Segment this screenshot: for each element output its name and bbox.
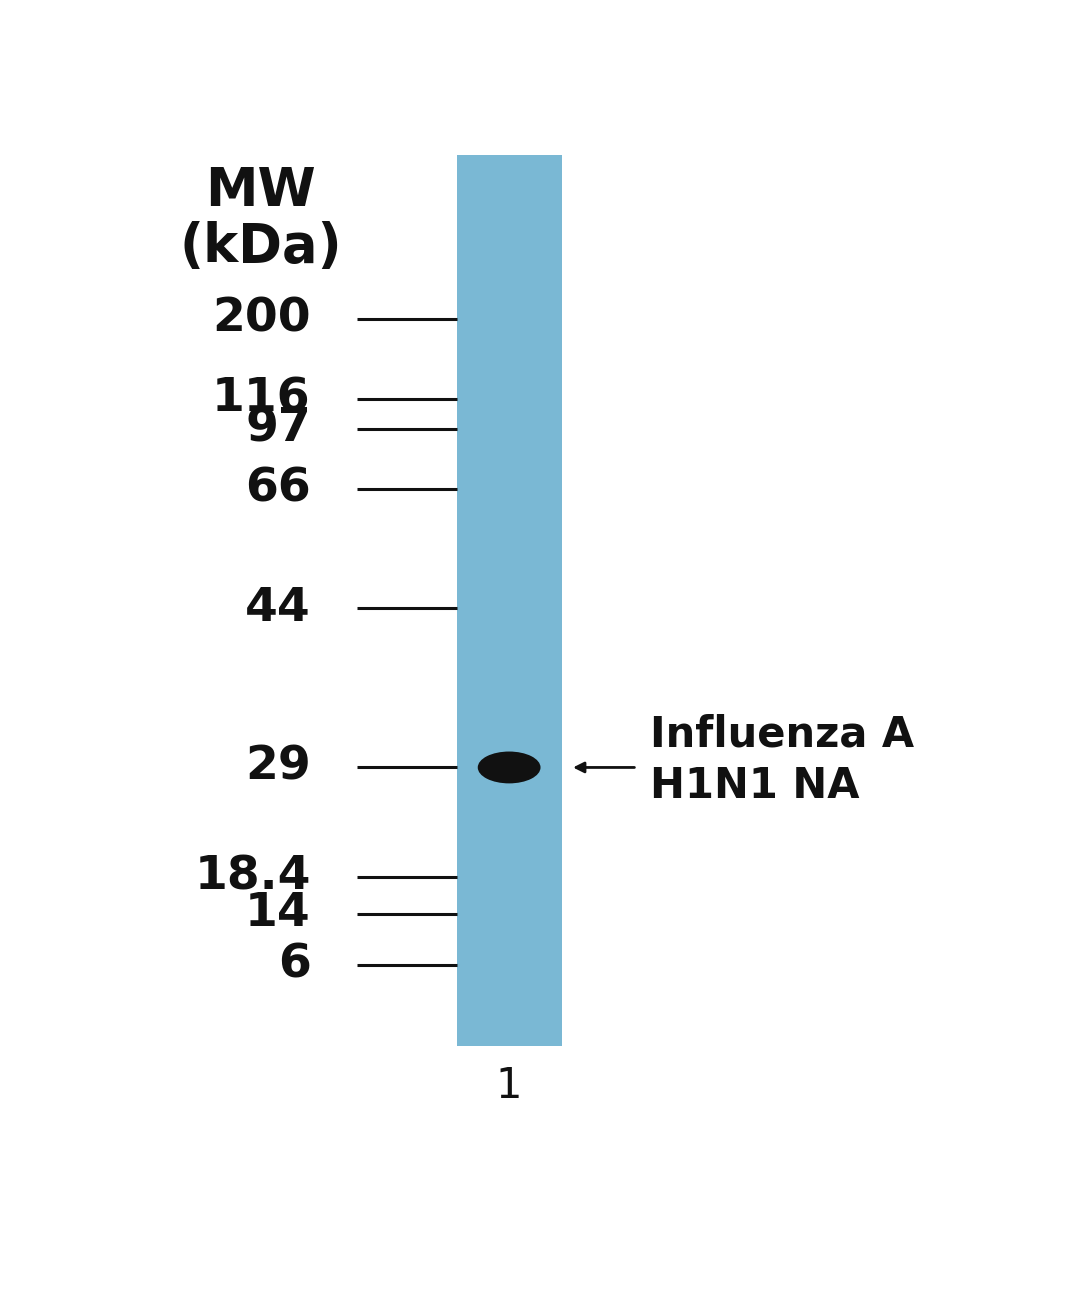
Text: 14: 14 [245, 891, 311, 936]
Text: 29: 29 [245, 745, 311, 790]
Text: MW
(kDa): MW (kDa) [179, 166, 342, 273]
Text: Influenza A
H1N1 NA: Influenza A H1N1 NA [650, 714, 914, 807]
Text: 6: 6 [278, 943, 311, 987]
Text: 97: 97 [245, 406, 311, 451]
Text: 116: 116 [212, 376, 311, 422]
Text: 44: 44 [245, 586, 311, 631]
Text: 1: 1 [496, 1065, 523, 1107]
Text: 18.4: 18.4 [194, 855, 311, 900]
Bar [457, 155, 562, 1046]
Text: 200: 200 [212, 297, 311, 341]
Text: 66: 66 [245, 467, 311, 511]
Ellipse shape [477, 751, 540, 784]
